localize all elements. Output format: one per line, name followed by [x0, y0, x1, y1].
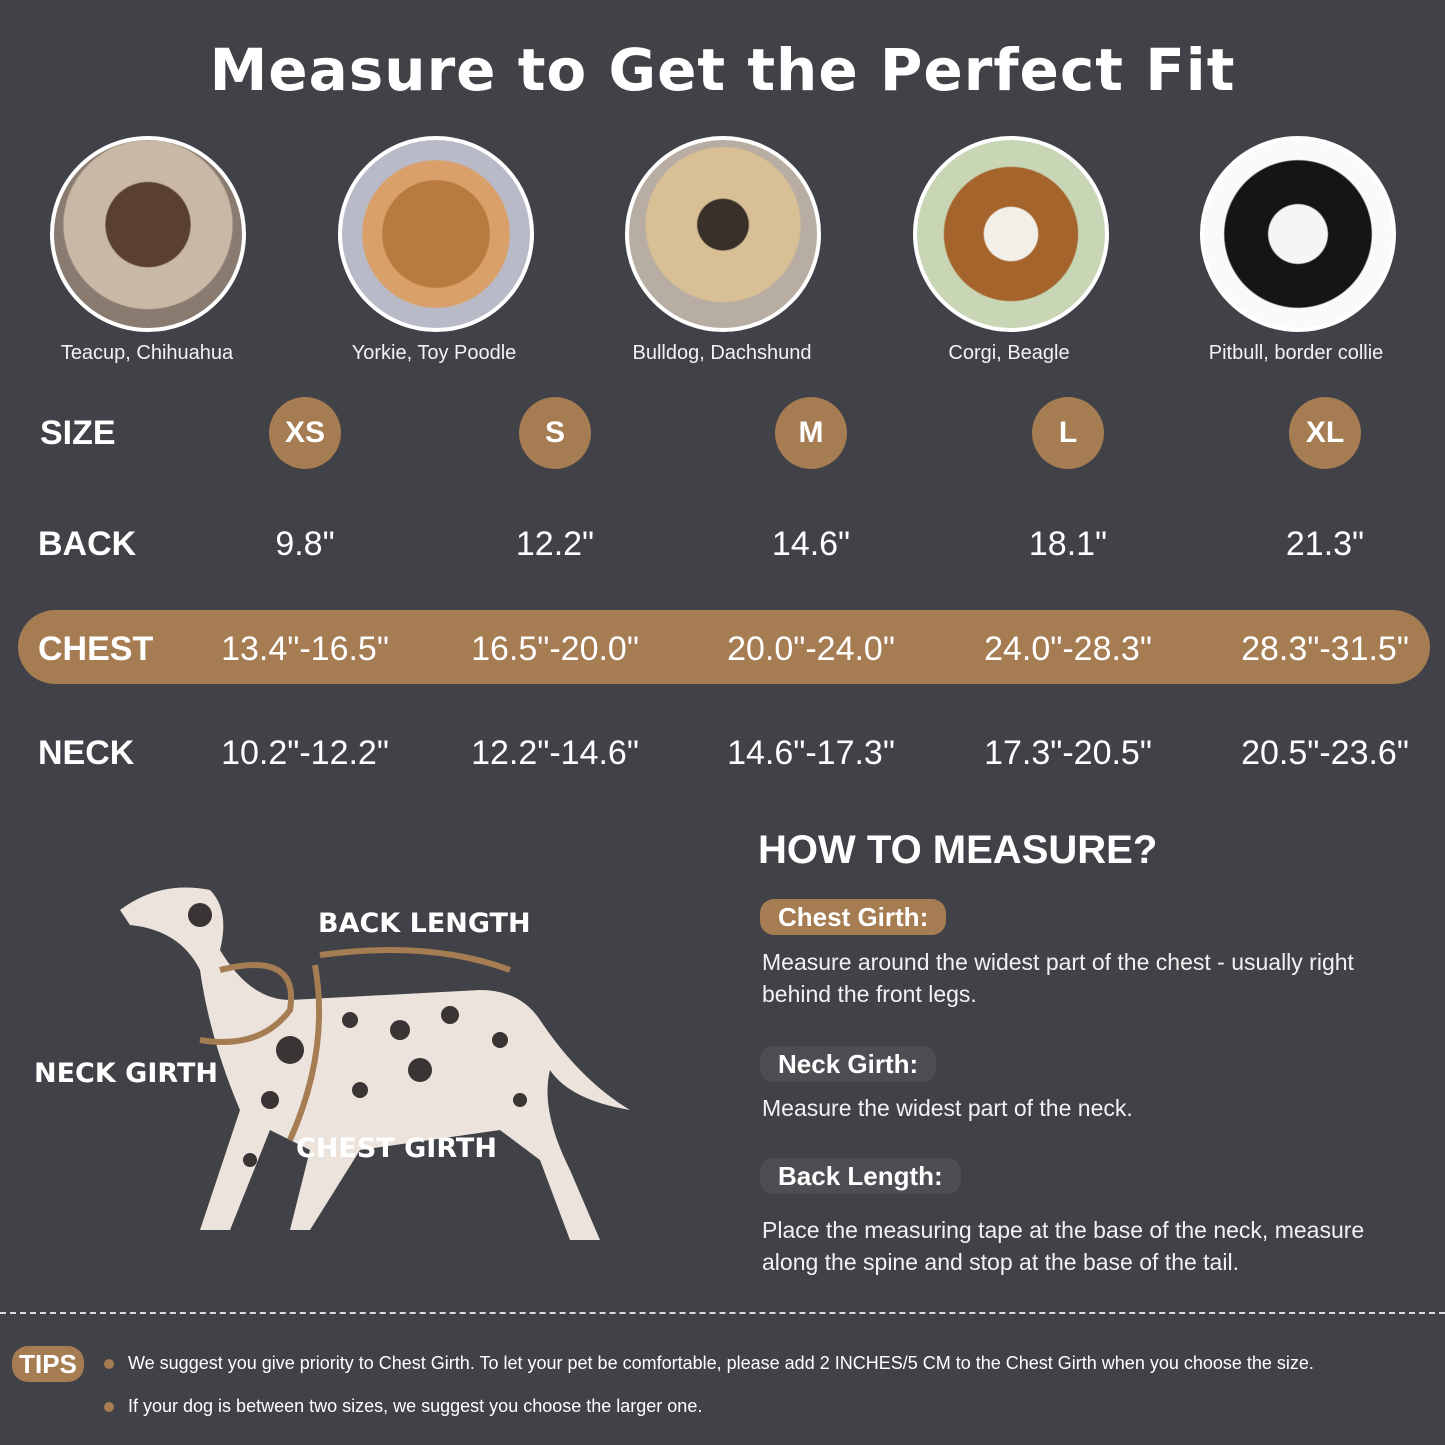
- divider: [0, 1312, 1445, 1314]
- chest-girth-label: CHEST GIRTH: [296, 1133, 497, 1164]
- back-length-label: BACK LENGTH: [318, 908, 531, 939]
- size-badge: XS: [269, 397, 341, 469]
- dalmatian-diagram: [120, 887, 630, 1240]
- bullet-icon: [104, 1358, 114, 1369]
- breed-caption: Pitbull, border collie: [1208, 342, 1384, 364]
- beagle-photo: [913, 136, 1109, 332]
- chest-girth-pill: Chest Girth:: [760, 899, 947, 935]
- back-label: BACK: [38, 525, 137, 563]
- back-value: 18.1": [1028, 525, 1108, 563]
- size-badge: XL: [1289, 397, 1361, 469]
- neck-girth-label: NECK GIRTH: [34, 1058, 218, 1089]
- neck-girth-description: Measure the widest part of the neck.: [762, 1095, 1133, 1121]
- tip-text: If your dog is between two sizes, we sug…: [128, 1396, 703, 1416]
- neck-value: 14.6"-17.3": [727, 734, 895, 772]
- page-title: Measure to Get the Perfect Fit: [209, 36, 1236, 104]
- chest-value: 28.3"-31.5": [1241, 630, 1409, 668]
- breed-caption: Yorkie, Toy Poodle: [351, 342, 517, 364]
- chihuahua-photo: [50, 136, 246, 332]
- chest-value: 20.0"-24.0": [727, 630, 895, 668]
- chest-value: 24.0"-28.3": [984, 630, 1152, 668]
- tip-text: We suggest you give priority to Chest Gi…: [128, 1353, 1314, 1373]
- neck-value: 12.2"-14.6": [471, 734, 639, 772]
- size-badge: S: [519, 397, 591, 469]
- neck-girth-pill: Neck Girth:: [760, 1046, 937, 1082]
- tips-badge: TIPS: [12, 1346, 84, 1382]
- chest-row-highlight: [18, 610, 1430, 684]
- breed-caption: Corgi, Beagle: [948, 342, 1070, 364]
- neck-value: 20.5"-23.6": [1241, 734, 1409, 772]
- size-badge: M: [775, 397, 847, 469]
- breed-caption: Teacup, Chihuahua: [60, 342, 234, 364]
- how-to-measure-heading: HOW TO MEASURE?: [758, 828, 1158, 872]
- chest-girth-description: Measure around the widest part of the ch…: [762, 949, 1354, 1007]
- chest-value: 16.5"-20.0": [471, 630, 639, 668]
- neck-value: 17.3"-20.5": [984, 734, 1152, 772]
- back-length-pill: Back Length:: [760, 1158, 961, 1194]
- back-length-description: Place the measuring tape at the base of …: [762, 1217, 1365, 1275]
- breed-caption: Bulldog, Dachshund: [632, 342, 812, 364]
- yorkie-photo: [338, 136, 534, 332]
- tip-item: We suggest you give priority to Chest Gi…: [104, 1353, 1314, 1374]
- neck-value: 10.2"-12.2": [221, 734, 389, 772]
- neck-label: NECK: [38, 734, 135, 772]
- back-value: 14.6": [771, 525, 851, 563]
- pug-photo: [625, 136, 821, 332]
- chest-value: 13.4"-16.5": [221, 630, 389, 668]
- chest-label: CHEST: [38, 630, 154, 668]
- bullet-icon: [104, 1401, 114, 1412]
- border-collie-photo: [1200, 136, 1396, 332]
- tip-item: If your dog is between two sizes, we sug…: [104, 1396, 702, 1417]
- size-badge: L: [1032, 397, 1104, 469]
- back-value: 9.8": [275, 525, 335, 563]
- size-label: SIZE: [40, 414, 116, 452]
- back-value: 21.3": [1285, 525, 1365, 563]
- back-value: 12.2": [515, 525, 595, 563]
